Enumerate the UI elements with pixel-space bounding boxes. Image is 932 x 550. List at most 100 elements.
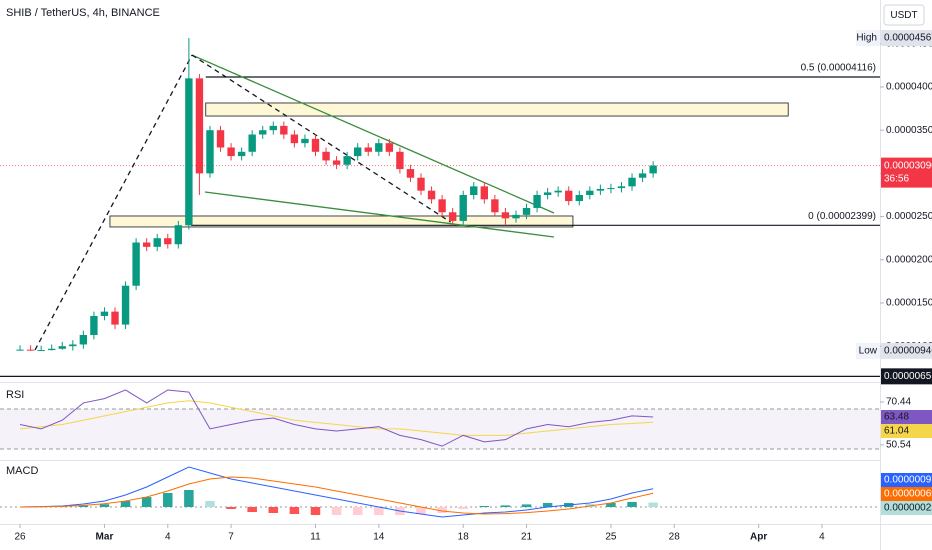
candle-body	[512, 214, 520, 219]
last-value-label: 0.00000091	[884, 475, 932, 486]
candle-body	[427, 190, 436, 200]
candle-body	[417, 177, 425, 191]
candle-body	[259, 130, 267, 135]
x-tick-label: 14	[373, 532, 385, 543]
candle-body	[153, 238, 161, 247]
candle-body	[575, 194, 583, 202]
candle-body	[522, 207, 531, 215]
x-tick-label: 28	[669, 532, 681, 543]
histogram-bar	[479, 506, 490, 507]
candle-body	[237, 151, 246, 157]
x-tick-label: 25	[605, 532, 617, 543]
candle-body	[533, 194, 541, 208]
candle-body	[142, 242, 151, 247]
histogram-bar	[416, 507, 426, 514]
x-tick-label: 21	[521, 532, 533, 543]
y-tick-label: 50.54	[886, 440, 911, 451]
histogram-bar	[627, 502, 637, 507]
histogram-bar	[458, 507, 468, 509]
candle-body	[501, 212, 510, 219]
candle-body	[280, 125, 288, 135]
currency-button[interactable]	[883, 4, 925, 26]
candle-body	[459, 194, 467, 221]
candle-body	[375, 143, 383, 152]
trendline	[191, 54, 451, 223]
candle-body	[90, 315, 98, 335]
trendline	[204, 191, 555, 238]
candle-body	[649, 165, 657, 174]
last-value-label: 63.48	[884, 412, 909, 423]
candle-body	[216, 130, 225, 148]
histogram-bar	[521, 504, 532, 507]
y-tick-label: 70.44	[886, 397, 911, 408]
candle-body	[111, 311, 119, 325]
last-value-label: 0.00000022	[884, 503, 932, 514]
last-value-box	[881, 473, 932, 487]
x-tick-label: Mar	[96, 532, 114, 543]
histogram-bar	[331, 507, 342, 515]
candle-body	[554, 190, 562, 193]
candle-body	[470, 186, 478, 195]
candle-body	[58, 346, 66, 349]
bottom-label-box	[881, 368, 932, 385]
last-value-box	[881, 487, 932, 501]
candle-body	[543, 192, 552, 195]
candle-body	[301, 138, 309, 144]
candle-body	[565, 190, 573, 202]
histogram-bar	[289, 507, 300, 514]
histogram-bar	[120, 501, 131, 507]
candle-body	[607, 188, 615, 190]
x-tick-label: 4	[819, 532, 825, 543]
candle-body	[16, 349, 24, 351]
extreme-name-box	[856, 30, 880, 47]
x-tick-label: 26	[14, 532, 26, 543]
candle-body	[206, 130, 214, 174]
rsi-title: RSI	[6, 389, 24, 401]
candle-body	[438, 199, 446, 213]
countdown-label: 36:56	[884, 173, 909, 184]
candle-body	[269, 125, 277, 131]
indicator-line	[19, 389, 654, 447]
last-value-box	[881, 410, 932, 425]
histogram-bar	[247, 507, 257, 512]
x-tick-label: 18	[458, 532, 470, 543]
candle-body	[354, 147, 362, 157]
bottom-label: 0.00000651	[884, 371, 932, 382]
currency-label[interactable]: USDT	[890, 10, 917, 21]
histogram-bar	[205, 501, 215, 507]
histogram-bar	[78, 505, 89, 507]
candle-body	[332, 160, 341, 165]
indicator-line	[19, 400, 654, 436]
x-tick-label: 11	[310, 532, 321, 543]
histogram-bar	[268, 507, 279, 513]
candle-body	[26, 349, 35, 351]
extreme-label: 0.00000946	[884, 345, 932, 356]
extreme-label-box	[881, 30, 932, 47]
candle-body	[121, 285, 130, 325]
histogram-bar	[542, 503, 553, 507]
candle-body	[100, 311, 109, 316]
candle-body	[343, 156, 351, 165]
candle-body	[48, 348, 56, 351]
histogram-bar	[99, 504, 110, 507]
current-price-box	[881, 157, 932, 188]
x-tick-label: 7	[228, 532, 234, 543]
last-value-label: 0.00000069	[884, 489, 932, 500]
trendline	[34, 54, 193, 351]
candle-body	[396, 151, 404, 170]
candle-body	[311, 138, 320, 152]
supply-zone	[109, 215, 574, 228]
macd-line	[20, 476, 654, 515]
candle-body	[491, 199, 499, 213]
candle-body	[322, 151, 330, 161]
extreme-name: High	[856, 33, 877, 44]
candle-body	[185, 78, 193, 226]
extreme-label-box	[881, 342, 932, 359]
candle-body	[406, 169, 415, 178]
candle-body	[596, 188, 605, 191]
